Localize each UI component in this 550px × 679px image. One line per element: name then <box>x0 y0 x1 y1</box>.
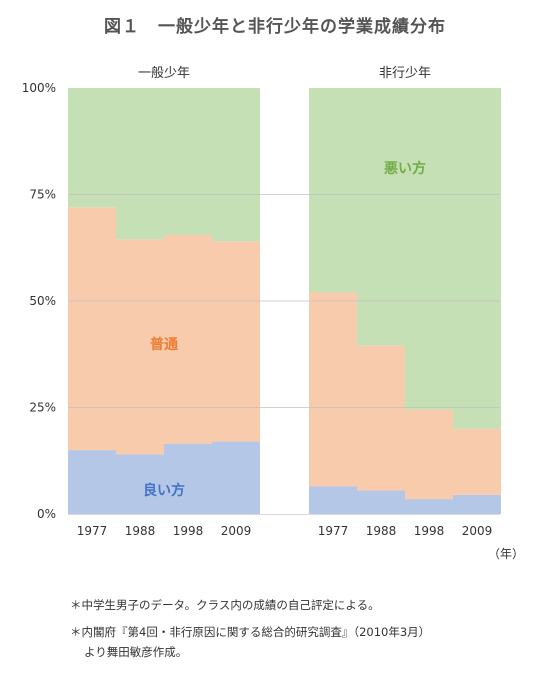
bar-segment-0-1-1 <box>116 239 164 455</box>
bar-segment-0-1-0 <box>116 454 164 514</box>
y-tick-label: 75% <box>29 188 56 202</box>
bar-segment-1-1-0 <box>357 490 405 514</box>
x-tick-label: 1977 <box>77 524 108 538</box>
bar-segment-0-0-1 <box>68 207 116 451</box>
bar-segment-1-2-0 <box>405 499 453 514</box>
bar-segment-0-2-0 <box>164 443 212 514</box>
bar-segment-1-1-1 <box>357 345 405 491</box>
bar-segment-1-3-1 <box>453 428 501 495</box>
footnote-author: より舞田敏彦作成。 <box>84 645 188 659</box>
series-label-normal: 普通 <box>150 336 178 353</box>
bar-segment-1-3-2 <box>453 88 501 429</box>
bar-segment-0-3-2 <box>212 88 260 242</box>
x-tick-label: 1998 <box>173 524 204 538</box>
x-axis-unit-label: （年） <box>488 547 525 561</box>
x-tick-label: 2009 <box>462 524 493 538</box>
x-tick-label: 1977 <box>318 524 349 538</box>
bar-segment-0-2-2 <box>164 88 212 235</box>
y-tick-label: 25% <box>29 401 56 415</box>
chart-title: 図１ 一般少年と非行少年の学業成績分布 <box>104 17 446 37</box>
panel-title: 非行少年 <box>379 66 431 81</box>
y-tick-label: 0% <box>37 507 56 521</box>
bar-segment-0-0-0 <box>68 450 116 514</box>
bar-segment-1-0-0 <box>309 486 357 514</box>
panel-title: 一般少年 <box>138 65 190 81</box>
bar-segment-1-0-2 <box>309 88 357 293</box>
footnote-source: ＊内閣府『第4回・非行原因に関する総合的研究調査』（2010年3月） <box>70 625 431 639</box>
bar-segment-1-3-0 <box>453 494 501 514</box>
bar-segment-0-2-1 <box>164 234 212 444</box>
bar-segment-0-3-0 <box>212 441 260 514</box>
bar-segment-0-3-1 <box>212 241 260 442</box>
x-tick-label: 1988 <box>125 524 156 538</box>
x-tick-label: 2009 <box>221 524 252 538</box>
y-tick-label: 50% <box>29 294 56 308</box>
bar-segment-1-1-2 <box>357 88 405 346</box>
x-tick-label: 1988 <box>366 524 397 538</box>
bar-segment-0-0-2 <box>68 88 116 208</box>
bar-segment-1-2-1 <box>405 409 453 500</box>
series-label-good: 良い方 <box>143 482 185 499</box>
x-tick-label: 1998 <box>414 524 445 538</box>
y-tick-label: 100% <box>22 81 56 95</box>
footnote-data: ＊中学生男子のデータ。クラス内の成績の自己評定による。 <box>70 598 380 612</box>
bar-segment-1-2-2 <box>405 88 453 410</box>
series-label-bad: 悪い方 <box>384 160 426 177</box>
bar-segment-0-1-2 <box>116 88 164 240</box>
bar-segment-1-0-1 <box>309 292 357 487</box>
